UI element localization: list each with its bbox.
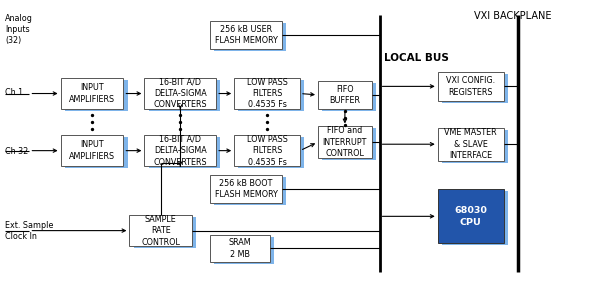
Bar xyxy=(149,80,220,111)
Bar xyxy=(322,83,376,111)
Text: INPUT
AMPLIFIERS: INPUT AMPLIFIERS xyxy=(69,83,115,104)
Text: VME MASTER
& SLAVE
INTERFACE: VME MASTER & SLAVE INTERFACE xyxy=(444,128,497,160)
Bar xyxy=(234,135,300,166)
Text: Ch 1: Ch 1 xyxy=(5,88,23,97)
Text: LOW PASS
FILTERS
0.4535 Fs: LOW PASS FILTERS 0.4535 Fs xyxy=(247,77,287,109)
Bar xyxy=(65,137,128,168)
Text: LOW PASS
FILTERS
0.4535 Fs: LOW PASS FILTERS 0.4535 Fs xyxy=(247,135,287,166)
Bar xyxy=(238,137,304,168)
Bar xyxy=(437,189,503,243)
Bar xyxy=(214,177,286,205)
Text: VXI BACKPLANE: VXI BACKPLANE xyxy=(474,11,551,21)
Text: SRAM
2 MB: SRAM 2 MB xyxy=(229,238,251,259)
Text: Analog
Inputs
(32): Analog Inputs (32) xyxy=(5,13,33,45)
Text: VXI CONFIG.
REGISTERS: VXI CONFIG. REGISTERS xyxy=(446,76,495,97)
Bar xyxy=(210,235,270,262)
Bar xyxy=(234,78,300,109)
Text: 256 kB USER
FLASH MEMORY: 256 kB USER FLASH MEMORY xyxy=(215,25,278,45)
Bar xyxy=(322,128,376,160)
Text: Ch 32: Ch 32 xyxy=(5,147,28,156)
Bar xyxy=(214,237,274,264)
Bar xyxy=(442,191,508,245)
Bar xyxy=(210,175,282,203)
Bar xyxy=(130,215,192,246)
Bar xyxy=(61,78,124,109)
Bar xyxy=(437,72,503,101)
Text: Ext. Sample
Clock In: Ext. Sample Clock In xyxy=(5,221,53,241)
Bar xyxy=(238,80,304,111)
Text: FIFO and
INTERRUPT
CONTROL: FIFO and INTERRUPT CONTROL xyxy=(323,126,367,158)
Text: INPUT
AMPLIFIERS: INPUT AMPLIFIERS xyxy=(69,140,115,161)
Text: SAMPLE
RATE
CONTROL: SAMPLE RATE CONTROL xyxy=(142,215,180,247)
Bar xyxy=(149,137,220,168)
Bar xyxy=(318,126,372,158)
Text: 16-BIT A/D
DELTA-SIGMA
CONVERTERS: 16-BIT A/D DELTA-SIGMA CONVERTERS xyxy=(154,135,207,166)
Bar xyxy=(214,23,286,51)
Text: 256 kB BOOT
FLASH MEMORY: 256 kB BOOT FLASH MEMORY xyxy=(215,179,278,199)
Bar xyxy=(210,21,282,49)
Bar xyxy=(442,74,508,103)
Bar xyxy=(61,135,124,166)
Text: LOCAL BUS: LOCAL BUS xyxy=(384,53,449,63)
Bar xyxy=(318,81,372,109)
Text: 68030
CPU: 68030 CPU xyxy=(454,206,487,226)
Bar xyxy=(134,217,196,248)
Bar xyxy=(442,130,508,163)
Text: FIFO
BUFFER: FIFO BUFFER xyxy=(329,85,361,105)
Bar xyxy=(65,80,128,111)
Text: 16-BIT A/D
DELTA-SIGMA
CONVERTERS: 16-BIT A/D DELTA-SIGMA CONVERTERS xyxy=(154,77,207,109)
Bar xyxy=(145,78,216,109)
Bar xyxy=(145,135,216,166)
Bar xyxy=(437,128,503,161)
